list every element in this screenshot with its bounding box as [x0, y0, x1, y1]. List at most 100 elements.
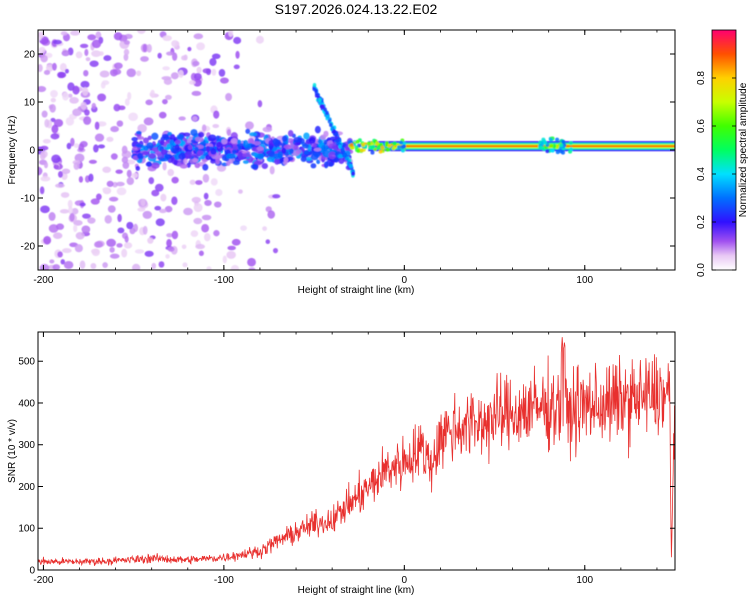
heatmap-cell: [189, 179, 196, 185]
snr-ylabel: SNR (10 * v/v): [7, 419, 18, 483]
x-tick-label: -200: [33, 275, 53, 286]
heatmap-cell: [167, 246, 175, 252]
heatmap-cell: [228, 30, 234, 37]
heatmap-cell: [392, 141, 397, 146]
heatmap-cell: [171, 230, 179, 240]
heatmap-cell: [181, 55, 187, 61]
heatmap-cell: [366, 141, 371, 146]
heatmap-cell: [91, 102, 97, 110]
heatmap-cell: [145, 99, 153, 106]
heatmap-cell: [173, 159, 178, 166]
heatmap-cell: [354, 145, 359, 150]
heatmap-cell: [194, 146, 199, 153]
heatmap-cell: [61, 248, 72, 254]
heatmap-cell: [107, 205, 116, 213]
heatmap-cell: [192, 60, 200, 67]
heatmap-cell: [300, 156, 307, 162]
heatmap-cell: [195, 243, 206, 250]
heatmap-cell: [50, 90, 58, 98]
heatmap-cell: [216, 141, 222, 148]
x-tick-label: 0: [402, 575, 408, 586]
heatmap-cell: [80, 101, 87, 110]
heatmap-cell: [53, 164, 60, 170]
heatmap-cell: [132, 263, 141, 270]
heatmap-cell: [89, 60, 99, 67]
y-tick-label: -20: [21, 242, 36, 253]
heatmap-cell: [201, 124, 207, 132]
heatmap-cell: [40, 176, 51, 182]
heatmap-cell: [169, 139, 174, 146]
heatmap-cell: [313, 147, 322, 152]
x-tick-label: 0: [402, 275, 408, 286]
heatmap-cell: [231, 238, 241, 246]
heatmap-cell: [160, 193, 167, 202]
figure-title: S197.2026.024.13.22.E02: [275, 1, 438, 17]
heatmap-cell: [106, 180, 114, 188]
heatmap-cell: [167, 168, 175, 177]
heatmap-cell: [385, 147, 390, 152]
heatmap-cell: [312, 143, 317, 148]
heatmap-cell: [142, 43, 147, 53]
heatmap-cell: [221, 138, 228, 145]
heatmap-cell: [257, 100, 263, 108]
heatmap-cell: [48, 212, 56, 221]
heatmap-cell: [207, 134, 217, 142]
heatmap-cell: [199, 155, 206, 160]
heatmap-cell: [323, 130, 329, 138]
heatmap-cell: [169, 134, 176, 141]
heatmap-cell: [193, 78, 202, 87]
heatmap-cell: [250, 143, 256, 148]
heatmap-cell: [235, 50, 240, 59]
heatmap-cell: [39, 152, 46, 160]
heatmap-cell: [370, 150, 375, 155]
heatmap-cell: [203, 192, 209, 200]
heatmap-cell: [78, 176, 84, 183]
heatmap-cell: [38, 46, 46, 54]
heatmap-cell: [205, 68, 212, 76]
heatmap-cell: [210, 178, 218, 186]
heatmap-cell: [110, 153, 118, 160]
heatmap-cell: [266, 156, 275, 163]
heatmap-cell: [543, 140, 548, 145]
heatmap-cell: [79, 260, 86, 269]
heatmap-cell: [226, 161, 231, 167]
heatmap-cell: [158, 111, 167, 119]
heatmap-cell: [84, 109, 90, 116]
colorbar-tick-label: 0.8: [696, 71, 707, 85]
heatmap-cell: [60, 31, 68, 36]
heatmap-cell: [182, 262, 188, 268]
heatmap-cell: [176, 134, 185, 140]
heatmap-cell: [272, 194, 281, 199]
heatmap-cell: [79, 202, 86, 207]
heatmap-cell: [49, 104, 56, 113]
heatmap-cell: [312, 82, 317, 88]
heatmap-cell: [247, 257, 256, 267]
heatmap-cell: [287, 130, 294, 137]
heatmap-cell: [150, 89, 155, 99]
heatmap-cell: [136, 152, 144, 160]
heatmap-cell: [205, 145, 211, 153]
heatmap-cell: [146, 142, 154, 150]
heatmap-cell: [131, 136, 138, 142]
heatmap-cell: [69, 212, 75, 222]
heatmap-cell: [85, 57, 91, 62]
heatmap-cell: [184, 151, 193, 159]
heatmap-cell: [332, 145, 340, 151]
heatmap-cell: [211, 53, 221, 60]
colorbar-tick-label: 0.6: [696, 119, 707, 133]
heatmap-cell: [213, 110, 220, 119]
heatmap-cell: [310, 153, 319, 161]
heatmap-cell: [164, 205, 173, 213]
heatmap-cell: [271, 147, 278, 152]
heatmap-cell: [44, 118, 50, 128]
heatmap-cell: [99, 70, 110, 78]
heatmap-cell: [75, 231, 85, 240]
heatmap-cell: [325, 110, 329, 116]
colorbar-tick-label: 0.2: [696, 215, 707, 229]
heatmap-cell: [191, 90, 202, 97]
heatmap-cell: [250, 163, 259, 170]
heatmap-cell: [126, 221, 134, 230]
heatmap-cell: [59, 63, 67, 72]
snr-background: [38, 332, 675, 570]
